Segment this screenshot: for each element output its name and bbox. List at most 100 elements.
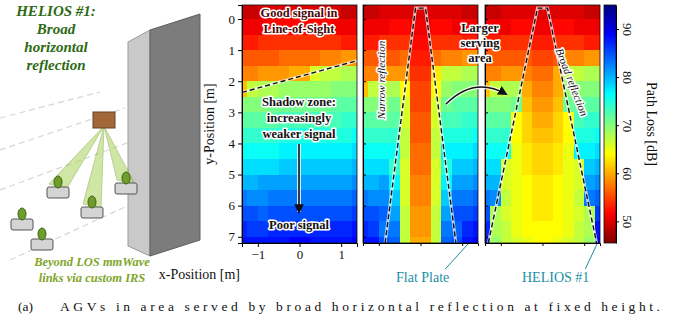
heat-cell [258,143,269,159]
heat-cell [543,190,554,206]
heat-cell [379,143,390,159]
y-axis-title: y-Position [m] [202,83,217,164]
heat-cell [441,19,452,35]
axis [486,243,601,246]
heat-cell [595,190,600,206]
heat-cell [473,190,478,206]
heat-cell [595,97,600,113]
heat-cell [511,66,522,82]
heat-cell [431,35,442,51]
heat-cell [289,35,300,51]
tick [363,112,366,113]
illustration-title: HELIOS #1: [15,3,96,19]
heat-cell [511,19,522,35]
heat-cell [584,143,595,159]
heat-cell [279,237,290,243]
heat-cell [490,159,501,175]
panel-label: Flat Plate [396,270,449,285]
heat-cell [352,97,357,113]
heat-cell [279,143,290,159]
heat-cell [511,50,522,66]
heat-cell [247,66,258,82]
heat-cell [462,237,473,243]
axis: −101 [243,243,358,262]
heat-cell [553,97,564,113]
heat-cell [553,237,564,243]
heat-cell [532,190,543,206]
axis-line [486,244,601,247]
annotation: Good signal in [260,6,337,20]
heat-cell [574,237,585,243]
heat-cell [300,190,311,206]
heat-cell [279,190,290,206]
heat-cell [543,143,554,159]
heat-cell [543,159,554,175]
heat-cell [410,66,421,82]
heat-cell [490,97,501,113]
heat-cell [400,221,411,237]
heat-cell [532,128,543,144]
heat-cell [462,221,473,237]
heat-cell [473,206,478,222]
heat-cell [421,66,432,82]
heat-cell [310,237,321,243]
heat-cell [379,175,390,191]
tick: 7 [229,229,243,244]
floor-line [0,108,125,150]
heat-cell [421,128,432,144]
tick-mark [363,143,366,144]
heat-cell [522,5,533,20]
axis [364,243,479,246]
heat-cell [584,237,595,243]
annotation: area [468,51,492,65]
tick [485,206,488,207]
illustration-caption: Beyond LOS mmWave [33,255,150,269]
heat-cell [341,19,352,35]
heat-cell [247,206,258,222]
heat-cell [462,66,473,82]
heat-cell [473,66,478,82]
heat-cell [501,81,512,97]
heat-cell [341,175,352,191]
heat-cell [522,190,533,206]
tick-label: 1 [338,247,345,262]
building-front [150,14,200,256]
floor-line [10,200,140,260]
heat-cell [421,143,432,159]
tick-mark [485,206,488,207]
heat-cell [501,237,512,243]
heat-cell [331,143,342,159]
region-outline-halo [488,8,596,243]
heat-cell [553,221,564,237]
heat-cell [462,190,473,206]
heat-cell [341,35,352,51]
heat-cell [389,35,400,51]
heat-cell [421,206,432,222]
heat-cell [584,5,595,20]
heat-cell [584,35,595,51]
illustration-title: horizontal [24,39,88,55]
heat-cell [247,190,258,206]
heat-cell [431,19,442,35]
tick [363,237,366,238]
heat-cell [268,159,279,175]
heat-cell [490,66,501,82]
heat-cell [400,237,411,243]
heat-cell [543,50,554,66]
heat-cell [452,143,463,159]
heat-cell [341,237,352,243]
heat-cell [553,128,564,144]
heat-cell [421,159,432,175]
annotation: Poor signal [269,218,329,232]
heat-cell [368,5,379,20]
tick-mark [363,206,366,207]
heat-cell [368,128,379,144]
heat-cell [352,175,357,191]
heat-cell [532,35,543,51]
heat-cell [543,112,554,128]
heat-cell [389,5,400,20]
heat-cell [473,5,478,20]
heat-cell [310,143,321,159]
heat-cell [379,19,390,35]
heat-cell [522,175,533,191]
